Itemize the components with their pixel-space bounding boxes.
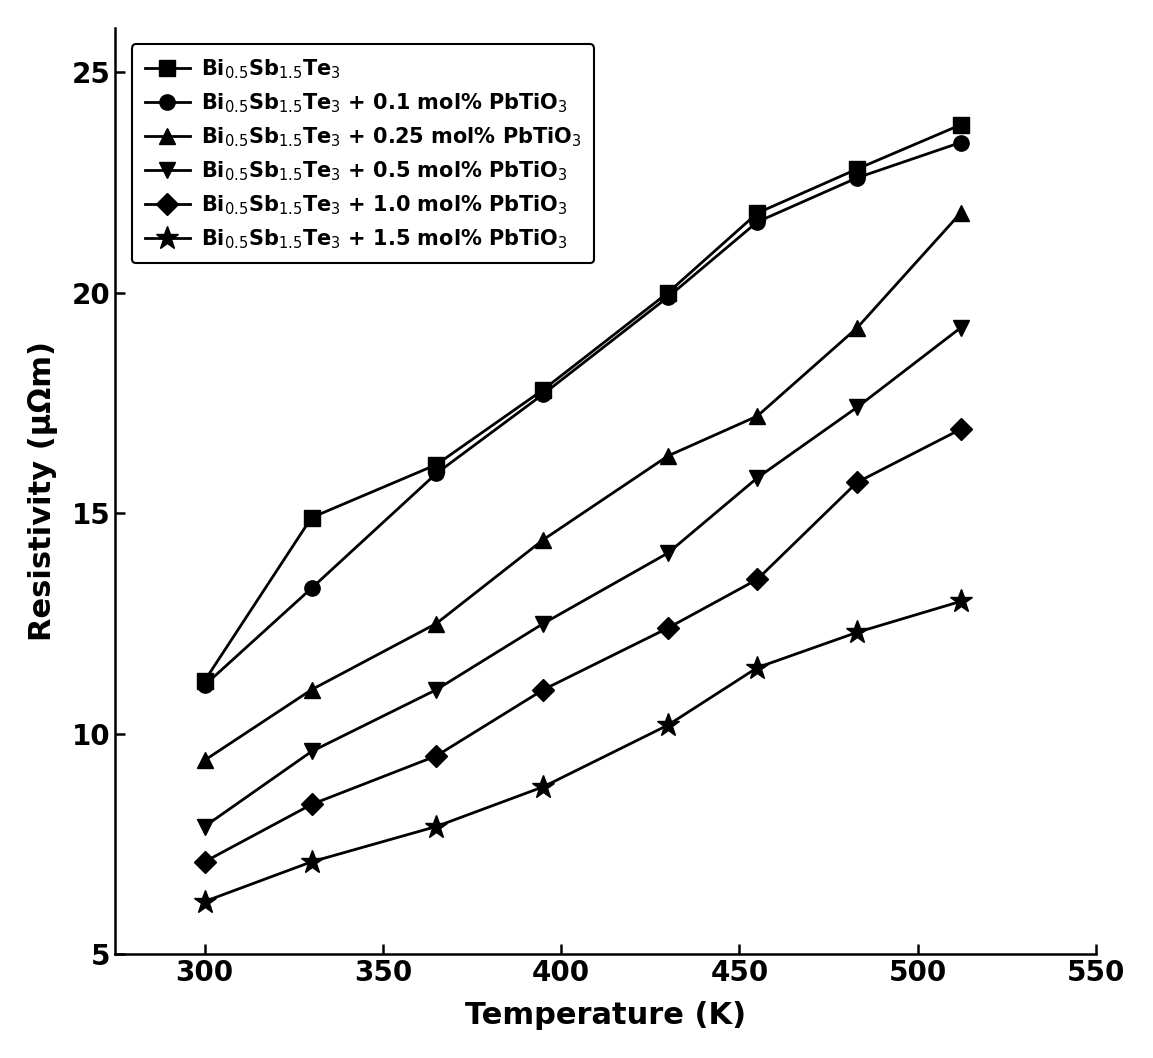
- Bi$_{0.5}$Sb$_{1.5}$Te$_{3}$ + 1.0 mol% PbTiO$_{3}$: [751, 573, 764, 586]
- Bi$_{0.5}$Sb$_{1.5}$Te$_{3}$: [954, 118, 967, 131]
- Bi$_{0.5}$Sb$_{1.5}$Te$_{3}$ + 0.1 mol% PbTiO$_{3}$: [429, 468, 443, 480]
- Bi$_{0.5}$Sb$_{1.5}$Te$_{3}$ + 0.5 mol% PbTiO$_{3}$: [536, 617, 550, 630]
- Bi$_{0.5}$Sb$_{1.5}$Te$_{3}$ + 1.5 mol% PbTiO$_{3}$: [304, 856, 318, 869]
- Bi$_{0.5}$Sb$_{1.5}$Te$_{3}$: [751, 206, 764, 219]
- Bi$_{0.5}$Sb$_{1.5}$Te$_{3}$ + 0.5 mol% PbTiO$_{3}$: [751, 472, 764, 485]
- Bi$_{0.5}$Sb$_{1.5}$Te$_{3}$ + 0.1 mol% PbTiO$_{3}$: [850, 171, 864, 184]
- Bi$_{0.5}$Sb$_{1.5}$Te$_{3}$ + 1.0 mol% PbTiO$_{3}$: [536, 683, 550, 696]
- Bi$_{0.5}$Sb$_{1.5}$Te$_{3}$ + 0.5 mol% PbTiO$_{3}$: [850, 401, 864, 414]
- Line: Bi$_{0.5}$Sb$_{1.5}$Te$_{3}$ + 0.5 mol% PbTiO$_{3}$: Bi$_{0.5}$Sb$_{1.5}$Te$_{3}$ + 0.5 mol% …: [196, 320, 969, 835]
- Bi$_{0.5}$Sb$_{1.5}$Te$_{3}$ + 0.5 mol% PbTiO$_{3}$: [429, 683, 443, 696]
- Line: Bi$_{0.5}$Sb$_{1.5}$Te$_{3}$ + 0.25 mol% PbTiO$_{3}$: Bi$_{0.5}$Sb$_{1.5}$Te$_{3}$ + 0.25 mol%…: [196, 205, 969, 769]
- Bi$_{0.5}$Sb$_{1.5}$Te$_{3}$ + 1.0 mol% PbTiO$_{3}$: [197, 856, 211, 869]
- Line: Bi$_{0.5}$Sb$_{1.5}$Te$_{3}$ + 1.5 mol% PbTiO$_{3}$: Bi$_{0.5}$Sb$_{1.5}$Te$_{3}$ + 1.5 mol% …: [193, 589, 972, 913]
- Bi$_{0.5}$Sb$_{1.5}$Te$_{3}$ + 1.5 mol% PbTiO$_{3}$: [850, 626, 864, 639]
- Line: Bi$_{0.5}$Sb$_{1.5}$Te$_{3}$: Bi$_{0.5}$Sb$_{1.5}$Te$_{3}$: [197, 117, 969, 689]
- Y-axis label: Resistivity (μΩm): Resistivity (μΩm): [28, 341, 58, 641]
- Bi$_{0.5}$Sb$_{1.5}$Te$_{3}$: [429, 458, 443, 471]
- Bi$_{0.5}$Sb$_{1.5}$Te$_{3}$ + 0.25 mol% PbTiO$_{3}$: [197, 754, 211, 767]
- Bi$_{0.5}$Sb$_{1.5}$Te$_{3}$ + 1.0 mol% PbTiO$_{3}$: [954, 423, 967, 436]
- Bi$_{0.5}$Sb$_{1.5}$Te$_{3}$ + 1.5 mol% PbTiO$_{3}$: [751, 661, 764, 674]
- Bi$_{0.5}$Sb$_{1.5}$Te$_{3}$ + 0.25 mol% PbTiO$_{3}$: [850, 322, 864, 334]
- Bi$_{0.5}$Sb$_{1.5}$Te$_{3}$ + 0.5 mol% PbTiO$_{3}$: [954, 322, 967, 334]
- Bi$_{0.5}$Sb$_{1.5}$Te$_{3}$: [661, 287, 675, 299]
- Bi$_{0.5}$Sb$_{1.5}$Te$_{3}$ + 1.0 mol% PbTiO$_{3}$: [661, 621, 675, 634]
- Bi$_{0.5}$Sb$_{1.5}$Te$_{3}$ + 0.1 mol% PbTiO$_{3}$: [954, 136, 967, 149]
- Bi$_{0.5}$Sb$_{1.5}$Te$_{3}$ + 0.25 mol% PbTiO$_{3}$: [954, 206, 967, 219]
- Bi$_{0.5}$Sb$_{1.5}$Te$_{3}$ + 1.5 mol% PbTiO$_{3}$: [661, 718, 675, 731]
- Bi$_{0.5}$Sb$_{1.5}$Te$_{3}$: [850, 163, 864, 176]
- Bi$_{0.5}$Sb$_{1.5}$Te$_{3}$ + 1.5 mol% PbTiO$_{3}$: [536, 781, 550, 794]
- Line: Bi$_{0.5}$Sb$_{1.5}$Te$_{3}$ + 0.1 mol% PbTiO$_{3}$: Bi$_{0.5}$Sb$_{1.5}$Te$_{3}$ + 0.1 mol% …: [197, 134, 969, 693]
- Bi$_{0.5}$Sb$_{1.5}$Te$_{3}$ + 0.1 mol% PbTiO$_{3}$: [536, 387, 550, 400]
- Bi$_{0.5}$Sb$_{1.5}$Te$_{3}$ + 0.25 mol% PbTiO$_{3}$: [751, 409, 764, 422]
- Bi$_{0.5}$Sb$_{1.5}$Te$_{3}$ + 0.1 mol% PbTiO$_{3}$: [751, 216, 764, 229]
- Bi$_{0.5}$Sb$_{1.5}$Te$_{3}$ + 0.25 mol% PbTiO$_{3}$: [429, 617, 443, 630]
- Bi$_{0.5}$Sb$_{1.5}$Te$_{3}$ + 0.5 mol% PbTiO$_{3}$: [661, 547, 675, 560]
- Bi$_{0.5}$Sb$_{1.5}$Te$_{3}$ + 0.1 mol% PbTiO$_{3}$: [661, 291, 675, 304]
- Bi$_{0.5}$Sb$_{1.5}$Te$_{3}$ + 1.0 mol% PbTiO$_{3}$: [304, 798, 318, 810]
- Bi$_{0.5}$Sb$_{1.5}$Te$_{3}$ + 1.0 mol% PbTiO$_{3}$: [429, 749, 443, 762]
- Bi$_{0.5}$Sb$_{1.5}$Te$_{3}$: [536, 383, 550, 396]
- Bi$_{0.5}$Sb$_{1.5}$Te$_{3}$ + 0.5 mol% PbTiO$_{3}$: [304, 745, 318, 758]
- Bi$_{0.5}$Sb$_{1.5}$Te$_{3}$ + 1.5 mol% PbTiO$_{3}$: [954, 595, 967, 607]
- Bi$_{0.5}$Sb$_{1.5}$Te$_{3}$: [197, 675, 211, 688]
- Bi$_{0.5}$Sb$_{1.5}$Te$_{3}$ + 0.1 mol% PbTiO$_{3}$: [197, 679, 211, 692]
- Bi$_{0.5}$Sb$_{1.5}$Te$_{3}$ + 0.1 mol% PbTiO$_{3}$: [304, 582, 318, 595]
- Bi$_{0.5}$Sb$_{1.5}$Te$_{3}$ + 1.5 mol% PbTiO$_{3}$: [429, 820, 443, 833]
- X-axis label: Temperature (K): Temperature (K): [465, 1001, 746, 1030]
- Bi$_{0.5}$Sb$_{1.5}$Te$_{3}$: [304, 511, 318, 524]
- Legend: Bi$_{0.5}$Sb$_{1.5}$Te$_{3}$, Bi$_{0.5}$Sb$_{1.5}$Te$_{3}$ + 0.1 mol% PbTiO$_{3}: Bi$_{0.5}$Sb$_{1.5}$Te$_{3}$, Bi$_{0.5}$…: [133, 44, 594, 263]
- Line: Bi$_{0.5}$Sb$_{1.5}$Te$_{3}$ + 1.0 mol% PbTiO$_{3}$: Bi$_{0.5}$Sb$_{1.5}$Te$_{3}$ + 1.0 mol% …: [197, 422, 969, 870]
- Bi$_{0.5}$Sb$_{1.5}$Te$_{3}$ + 0.25 mol% PbTiO$_{3}$: [661, 450, 675, 462]
- Bi$_{0.5}$Sb$_{1.5}$Te$_{3}$ + 0.25 mol% PbTiO$_{3}$: [304, 683, 318, 696]
- Bi$_{0.5}$Sb$_{1.5}$Te$_{3}$ + 0.25 mol% PbTiO$_{3}$: [536, 533, 550, 546]
- Bi$_{0.5}$Sb$_{1.5}$Te$_{3}$ + 1.5 mol% PbTiO$_{3}$: [197, 895, 211, 908]
- Bi$_{0.5}$Sb$_{1.5}$Te$_{3}$ + 1.0 mol% PbTiO$_{3}$: [850, 476, 864, 489]
- Bi$_{0.5}$Sb$_{1.5}$Te$_{3}$ + 0.5 mol% PbTiO$_{3}$: [197, 820, 211, 833]
